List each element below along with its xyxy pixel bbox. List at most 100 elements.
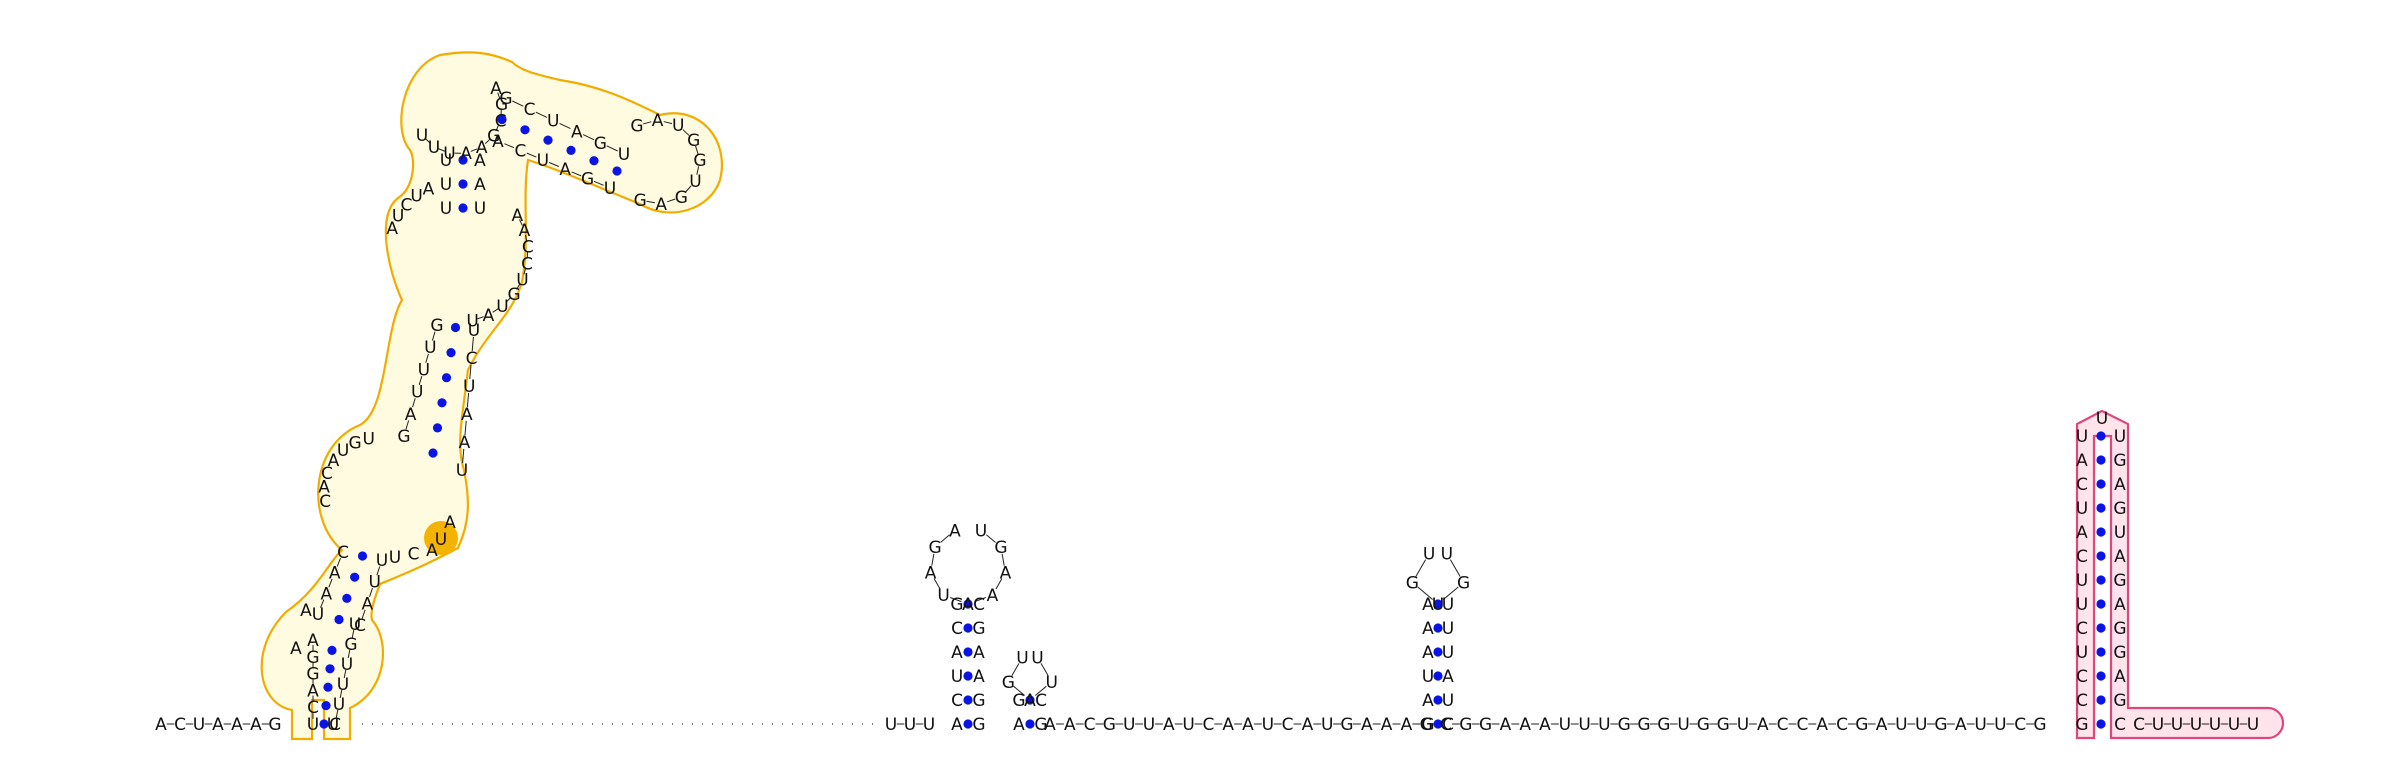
backbone-link — [425, 353, 429, 363]
backbone-link — [431, 331, 436, 341]
sequence-tail: G — [1934, 715, 1947, 735]
base-pair-dot — [357, 551, 368, 561]
domain1-bulge: A — [290, 639, 302, 659]
sequence-3prime: U — [2209, 715, 2221, 735]
hairpin-a-stem: A — [951, 715, 963, 735]
hairpin-d-stem: C — [2076, 619, 2088, 639]
domain1-stem1-left: G — [306, 648, 319, 668]
domain1-stem3-left: G — [430, 316, 443, 336]
base-pair-dot — [1025, 719, 1035, 729]
backbone-link — [663, 121, 673, 125]
hairpin-d-stem: U — [2076, 595, 2088, 615]
base-pair-dot — [963, 695, 973, 705]
sequence-5prime: U — [193, 715, 205, 735]
base-pair-dot — [2096, 527, 2106, 537]
hairpin-b-stem: C — [1035, 691, 1047, 711]
sequence-tail: C — [1796, 715, 1808, 735]
base-pair-dot — [963, 719, 973, 729]
sequence-tail: A — [1955, 715, 1967, 735]
sequence-tail: A — [1381, 715, 1393, 735]
domain1-loop4: C — [495, 111, 507, 131]
base-pair-dot — [319, 719, 329, 729]
hairpin-c-stem: U — [1442, 691, 1454, 711]
sequence-tail: U — [1915, 715, 1927, 735]
backbone-link — [593, 180, 604, 186]
hairpin-c-stem: C — [1442, 715, 1454, 735]
sequence-tail: A — [1222, 715, 1234, 735]
domain1-stem1-right: U — [349, 615, 361, 635]
hairpin-b-loop: U — [1016, 648, 1028, 668]
domain1-stem3-right: C — [466, 349, 478, 369]
domain1-loop3-right: C — [521, 254, 533, 274]
domain1-stem5-top: C — [524, 100, 536, 120]
backbone-link — [335, 709, 339, 719]
backbone-link — [361, 609, 366, 619]
domain1-stem5-bottom: G — [581, 170, 594, 190]
domain1-loop3-right: U — [466, 311, 478, 331]
domain1-loop5: U — [689, 172, 701, 192]
hairpin-a-loop: G — [928, 538, 941, 558]
sequence-tail: U — [1895, 715, 1907, 735]
backbone-link — [484, 138, 491, 145]
hairpin-d-stem: A — [2114, 475, 2126, 495]
sequence-gap-end: U — [885, 715, 897, 735]
backbone-link — [351, 629, 355, 639]
domain1-loop2-left: A — [328, 451, 340, 471]
backbone-link — [582, 134, 595, 141]
sequence-3prime: U — [2152, 715, 2164, 735]
sequence-tail: G — [1697, 715, 1710, 735]
sequence-tail: A — [1242, 715, 1254, 735]
hairpin-c-stem: U — [1442, 619, 1454, 639]
hairpin-c-stem: U — [1442, 595, 1454, 615]
sequence-tail: C — [2014, 715, 2026, 735]
backbone-link — [986, 534, 996, 543]
sequence-tail: C — [1777, 715, 1789, 735]
hairpin-d-stem: C — [2076, 475, 2088, 495]
hairpin-d-stem: C — [2114, 715, 2126, 735]
hairpin-a-loop: A — [925, 564, 937, 584]
hairpin-d-stem: A — [2114, 595, 2126, 615]
domain1-loop5: G — [687, 131, 700, 151]
sequence-tail: A — [1539, 715, 1551, 735]
hairpin-d-stem: U — [2076, 499, 2088, 519]
hairpin-d-stem: A — [2076, 451, 2088, 471]
hairpin-c-stem: A — [1422, 619, 1434, 639]
domain1-loop5: G — [693, 151, 706, 171]
hairpin-b-loop: A — [1024, 691, 1036, 711]
domain1-stem3-left: A — [405, 405, 417, 425]
domain1-stem5-bottom: C — [514, 141, 526, 161]
backbone-link — [412, 398, 416, 408]
backbone-link — [667, 198, 676, 203]
domain1-stem1-left: C — [307, 698, 319, 718]
hairpin-a-loop: A — [949, 521, 961, 541]
sequence-tail: U — [1737, 715, 1749, 735]
hairpin-d-stem: A — [2076, 523, 2088, 543]
domain1-stem3-right: A — [459, 433, 471, 453]
hairpin-a-loop: U — [975, 521, 987, 541]
sequence-tail: U — [1578, 715, 1590, 735]
domain1-stem5-top: G — [594, 134, 607, 154]
hairpin-a-loop: U — [937, 586, 949, 606]
backbone-link — [339, 689, 343, 699]
base-pair-dot — [1433, 599, 1443, 609]
base-pair-dot — [963, 671, 973, 681]
hairpin-d-stem: G — [2113, 691, 2126, 711]
base-pair-dot — [428, 448, 438, 458]
domain1-stem5-top: G — [499, 89, 512, 109]
hairpin-a-loop: A — [1000, 564, 1012, 584]
base-pair-dot — [2096, 671, 2106, 681]
backbone-link — [512, 100, 524, 107]
sequence-tail: G — [1420, 715, 1433, 735]
base-pair-dot — [566, 145, 576, 155]
domain1-stem5-top: A — [571, 123, 583, 143]
hairpin-c-stem: U — [1442, 643, 1454, 663]
sequence-tail: G — [1459, 715, 1472, 735]
hairpin-d-stem: G — [2113, 643, 2126, 663]
backbone-link — [931, 553, 935, 566]
base-pair-dot — [2096, 479, 2106, 489]
hairpin-c-loop: U — [1441, 545, 1453, 565]
domain1-loop4: G — [495, 95, 508, 115]
sequence-tail: C — [1084, 715, 1096, 735]
base-pair-dot — [1025, 695, 1035, 705]
domain1-stem1-right: U — [341, 655, 353, 675]
